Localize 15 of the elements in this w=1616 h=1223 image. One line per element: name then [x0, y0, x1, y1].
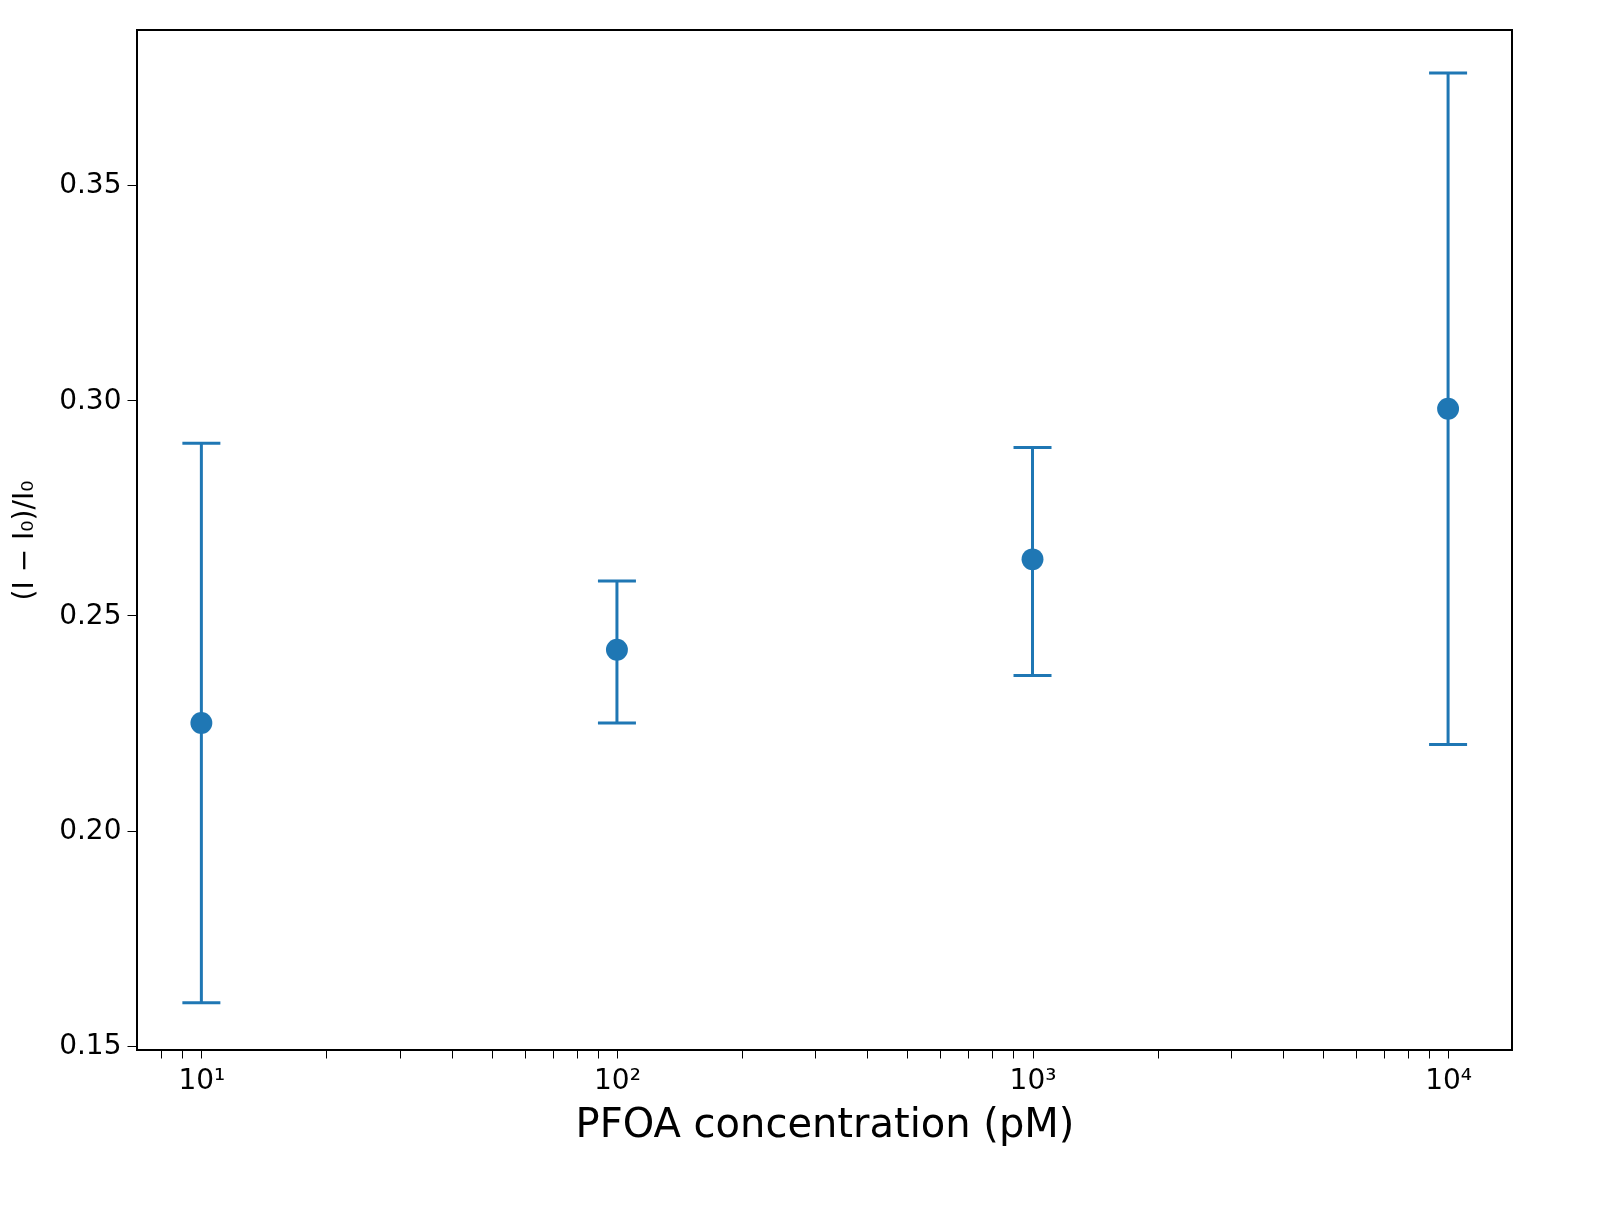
y-tick-label: 0.30 — [59, 382, 122, 416]
y-axis-title: (I − I₀)/I₀ — [7, 480, 41, 601]
y-tick-label: 0.25 — [59, 597, 122, 631]
x-tick-label: 10² — [594, 1062, 641, 1096]
y-tick-label: 0.35 — [59, 167, 122, 201]
x-tick-label: 10⁴ — [1425, 1062, 1473, 1096]
point — [605, 638, 628, 661]
point — [190, 711, 213, 734]
x-tick-label: 10³ — [1009, 1062, 1057, 1096]
y-tick-label: 0.15 — [59, 1028, 122, 1062]
point — [1437, 397, 1460, 420]
y-tick-label: 0.20 — [59, 813, 122, 847]
point — [1021, 548, 1044, 571]
x-axis-title: PFOA concentration (pM) — [575, 1099, 1075, 1146]
x-tick-label: 10¹ — [178, 1062, 226, 1096]
